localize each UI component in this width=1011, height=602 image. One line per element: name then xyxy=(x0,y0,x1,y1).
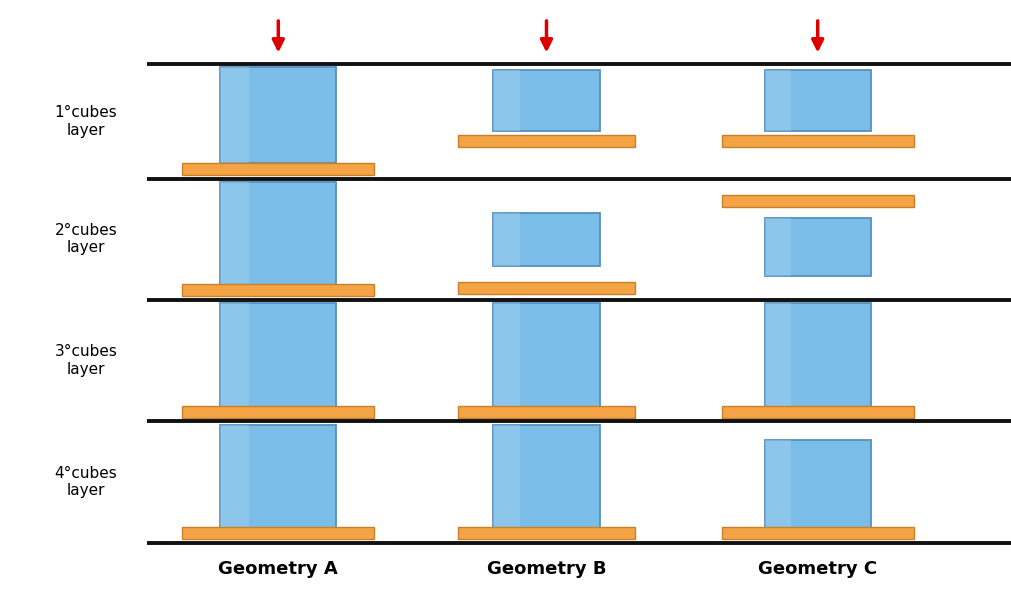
Bar xyxy=(220,425,249,537)
Bar xyxy=(220,303,337,415)
Bar xyxy=(220,303,249,415)
Bar xyxy=(220,182,249,294)
Bar xyxy=(721,527,913,539)
Bar xyxy=(493,303,599,415)
Text: 2°cubes
layer: 2°cubes layer xyxy=(55,223,117,255)
Bar xyxy=(220,67,249,163)
Bar xyxy=(457,282,635,294)
Bar xyxy=(764,217,791,276)
Bar xyxy=(182,527,374,539)
Bar xyxy=(493,213,599,266)
Bar xyxy=(220,425,337,537)
Bar xyxy=(493,303,520,415)
Bar xyxy=(764,217,870,276)
Bar xyxy=(493,70,520,131)
Bar xyxy=(764,303,870,415)
Bar xyxy=(721,135,913,147)
Bar xyxy=(457,406,635,418)
Bar xyxy=(182,406,374,418)
Text: 4°cubes
layer: 4°cubes layer xyxy=(55,466,117,498)
Bar xyxy=(457,527,635,539)
Bar xyxy=(493,213,520,266)
Bar xyxy=(764,70,791,131)
Text: Geometry C: Geometry C xyxy=(757,560,877,578)
Text: 1°cubes
layer: 1°cubes layer xyxy=(55,105,117,138)
Bar xyxy=(182,284,374,296)
Bar xyxy=(764,70,870,131)
Bar xyxy=(493,70,599,131)
Bar xyxy=(220,67,337,163)
Bar xyxy=(721,194,913,206)
Bar xyxy=(493,425,599,537)
Bar xyxy=(764,439,791,537)
Bar xyxy=(182,163,374,175)
Bar xyxy=(764,303,791,415)
Bar xyxy=(764,439,870,537)
Bar xyxy=(457,135,635,147)
Bar xyxy=(220,182,337,294)
Text: Geometry A: Geometry A xyxy=(218,560,338,578)
Bar xyxy=(721,406,913,418)
Text: Geometry B: Geometry B xyxy=(486,560,606,578)
Bar xyxy=(493,425,520,537)
Text: 3°cubes
layer: 3°cubes layer xyxy=(55,344,117,377)
